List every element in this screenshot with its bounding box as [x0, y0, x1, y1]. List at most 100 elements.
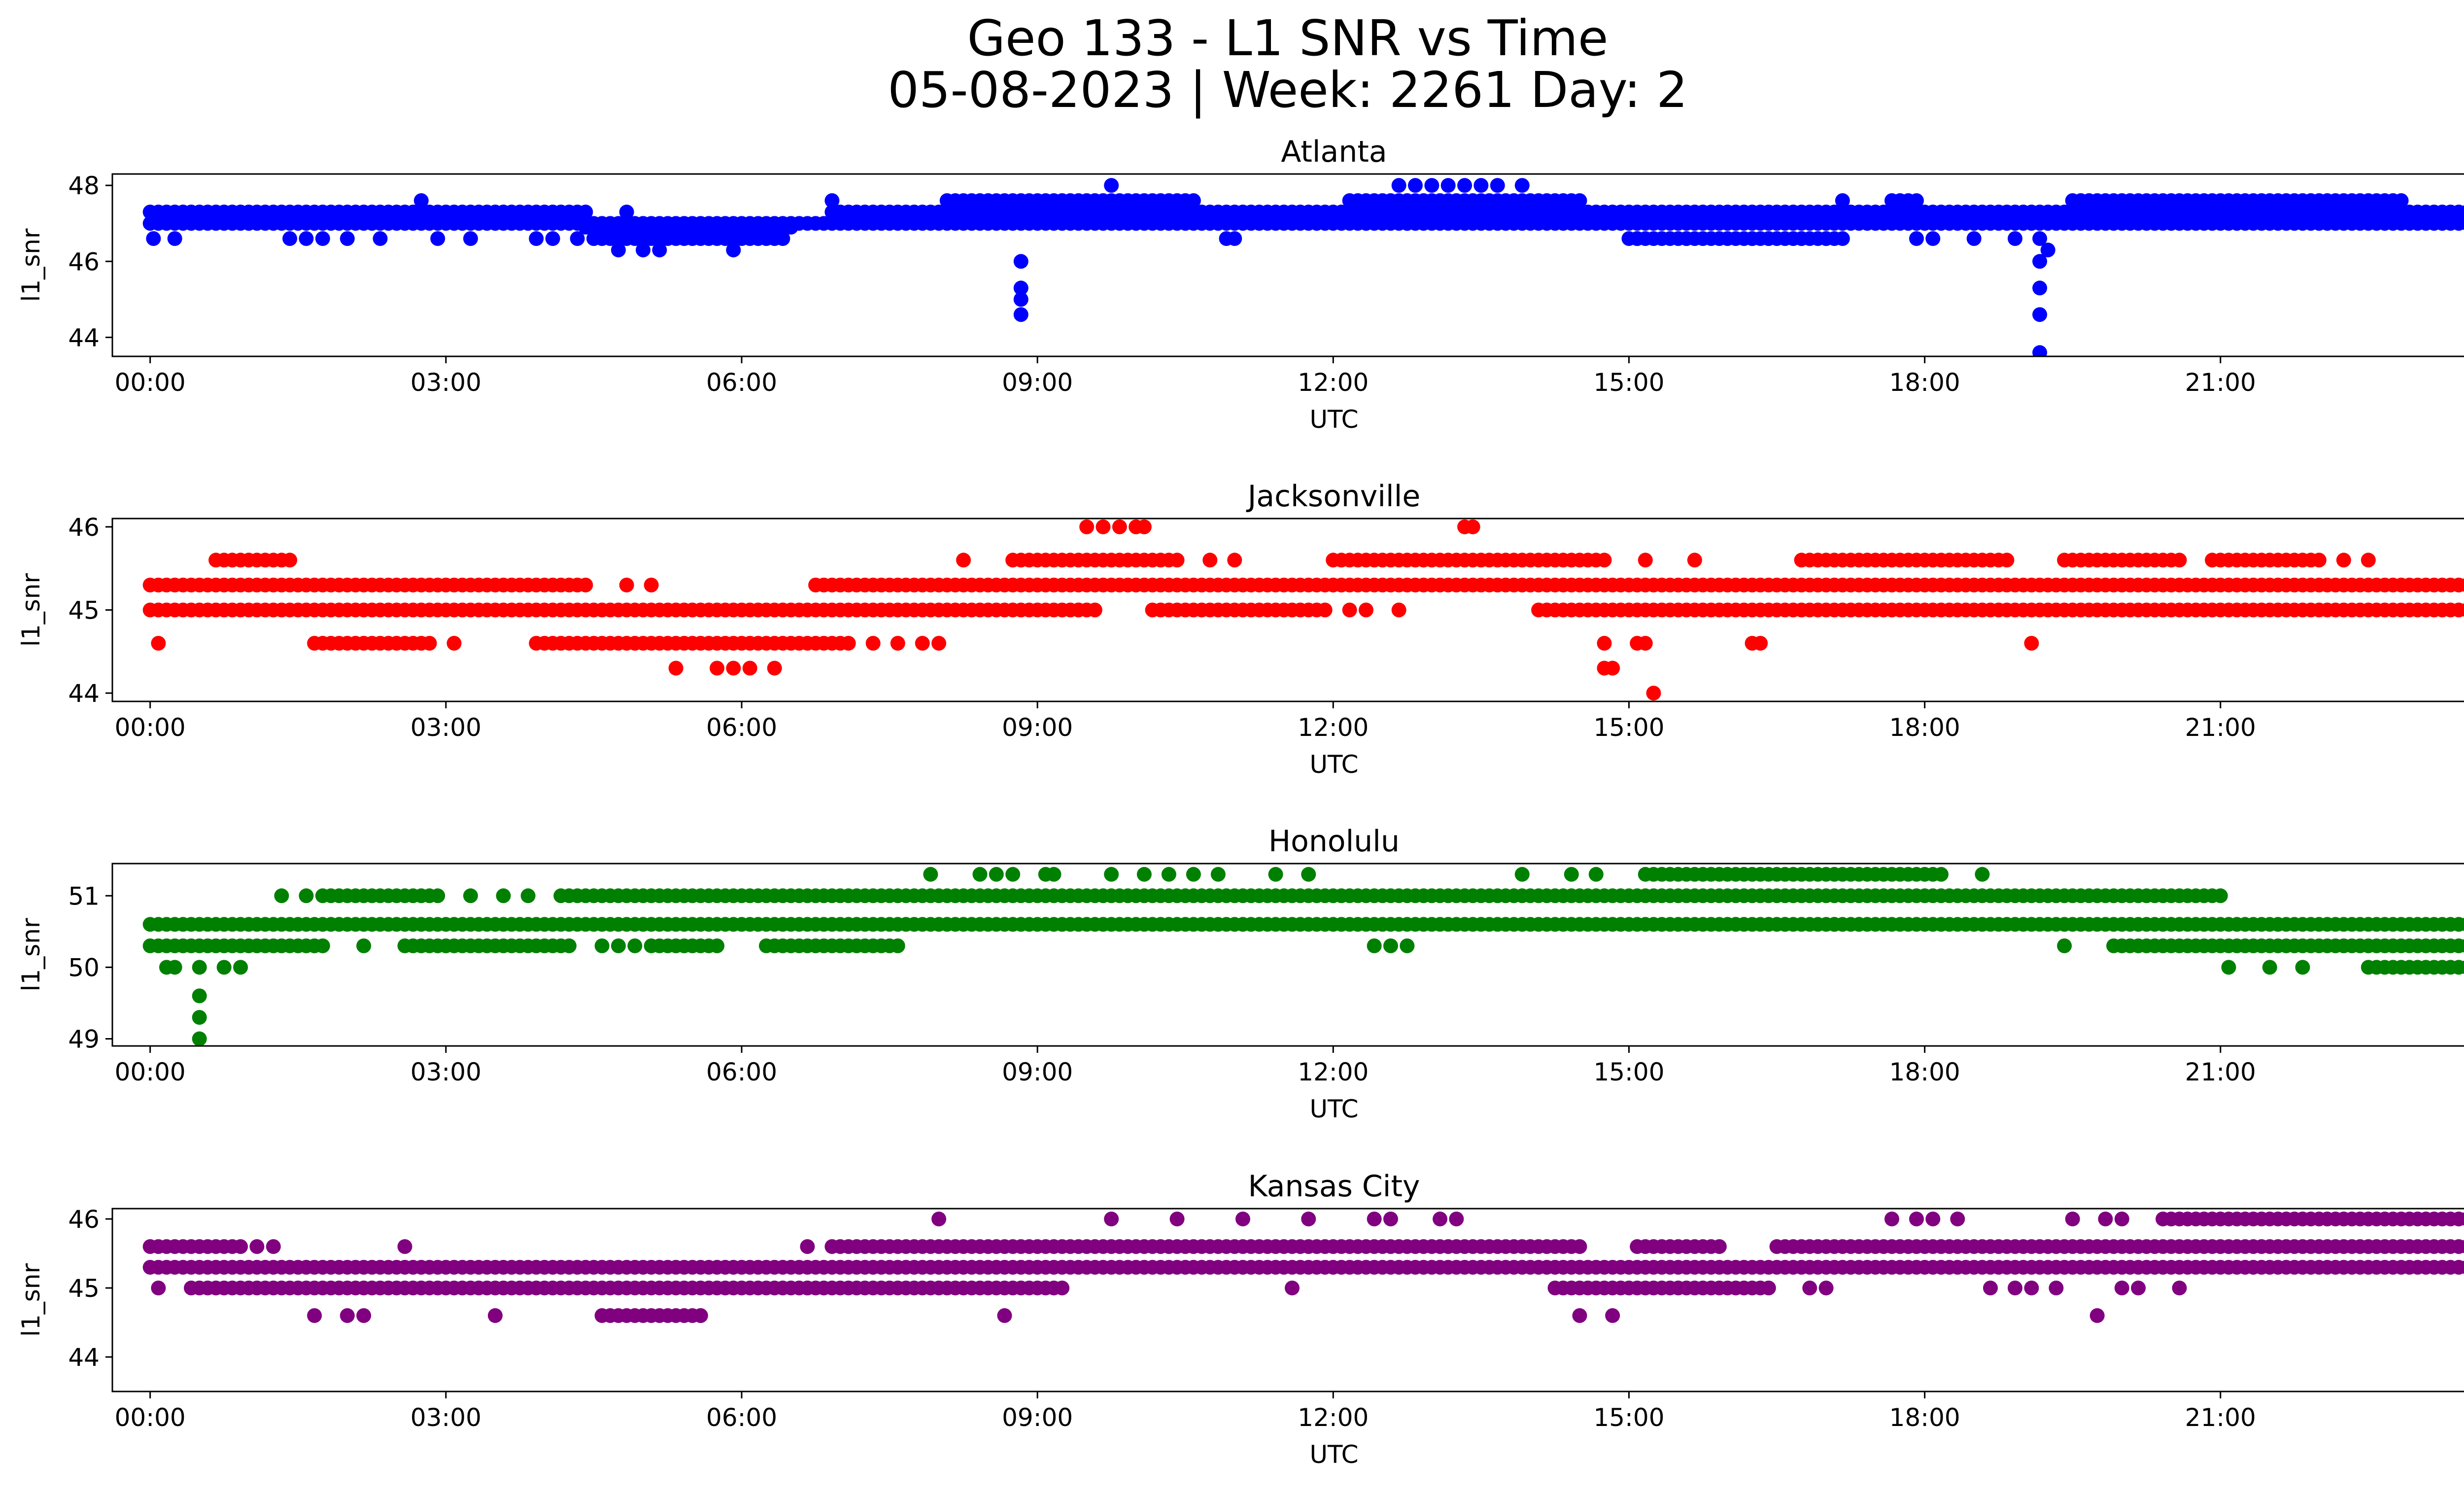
- y-tick-label: 48: [68, 172, 100, 200]
- x-axis-label: UTC: [1309, 1095, 1358, 1123]
- x-tick-label: 06:00: [706, 1403, 777, 1432]
- data-point: [430, 888, 445, 904]
- data-point: [487, 1308, 503, 1323]
- data-point: [1934, 867, 1949, 882]
- data-point: [529, 231, 544, 246]
- data-point: [1013, 280, 1028, 296]
- data-point: [1136, 867, 1152, 882]
- data-point: [1564, 867, 1579, 882]
- data-point: [742, 661, 757, 676]
- data-point: [931, 636, 947, 651]
- data-point: [1514, 867, 1530, 882]
- data-point: [315, 231, 330, 246]
- data-point: [2032, 345, 2048, 356]
- x-tick-label: 18:00: [1889, 368, 1960, 397]
- data-point: [1909, 193, 1924, 208]
- data-point: [545, 231, 560, 246]
- data-point: [824, 1239, 840, 1254]
- x-tick-label: 18:00: [1889, 1403, 1960, 1432]
- data-point: [373, 231, 388, 246]
- data-point: [1761, 231, 1776, 246]
- data-point: [1753, 636, 1768, 651]
- data-point: [1342, 602, 1357, 618]
- data-point: [1005, 867, 1021, 882]
- data-point: [1136, 519, 1152, 534]
- x-tick-label: 06:00: [706, 713, 777, 742]
- data-point: [1383, 938, 1398, 953]
- x-axis-label: UTC: [1309, 750, 1358, 779]
- panel-atlanta: 00:00 03:00 06:00 09:00 12:00 15:00 18:00 21:00…: [17, 135, 2464, 434]
- data-point: [1646, 686, 1661, 701]
- data-point: [824, 193, 840, 208]
- data-point: [216, 960, 232, 975]
- data-point: [2008, 1281, 2022, 1295]
- data-point: [1884, 1212, 1899, 1226]
- data-point: [726, 661, 741, 676]
- y-axis-label: l1_snr: [17, 1263, 45, 1337]
- axes-frame: [111, 1208, 2464, 1392]
- data-point: [356, 1308, 372, 1323]
- data-point: [299, 888, 314, 904]
- data-point: [1630, 231, 1645, 246]
- data-point: [1999, 553, 2015, 568]
- data-point: [2172, 1281, 2187, 1295]
- data-point: [520, 888, 536, 904]
- data-point: [192, 1031, 207, 1046]
- y-tick-label: 46: [68, 247, 100, 276]
- data-point: [578, 205, 593, 220]
- data-point: [1071, 602, 1086, 618]
- y-axis-label: l1_snr: [17, 573, 45, 647]
- data-point: [841, 636, 856, 651]
- data-point: [2172, 553, 2187, 568]
- data-point: [1835, 193, 1850, 208]
- series-kansas-city-points: [142, 1212, 2464, 1323]
- x-tick-label: 06:00: [706, 1058, 777, 1086]
- data-point: [2460, 216, 2464, 230]
- data-point: [1186, 193, 1201, 208]
- data-point: [1909, 1212, 1924, 1226]
- data-point: [1013, 292, 1028, 307]
- data-point: [2057, 938, 2072, 953]
- data-point: [1473, 178, 1489, 193]
- data-point: [1679, 231, 1694, 246]
- data-point: [2394, 193, 2409, 208]
- data-point: [775, 231, 790, 246]
- data-point: [2460, 1240, 2464, 1253]
- x-tick-label: 15:00: [1593, 1403, 1664, 1432]
- data-point: [561, 938, 577, 953]
- data-point: [915, 636, 930, 651]
- data-point: [266, 1239, 281, 1254]
- data-point: [1161, 867, 1176, 882]
- data-point: [1359, 602, 1373, 618]
- data-point: [1104, 867, 1119, 882]
- data-point: [578, 577, 593, 592]
- y-tick-label: 46: [68, 1205, 100, 1234]
- data-point: [570, 231, 585, 246]
- panel-honolulu: 00:00 03:00 06:00 09:00 12:00 15:00 18:00 21:00…: [17, 824, 2464, 1123]
- x-tick-label: 03:00: [411, 368, 481, 397]
- data-point: [2221, 960, 2236, 975]
- data-point: [1079, 519, 1095, 534]
- data-point: [2040, 243, 2055, 258]
- data-point: [1794, 231, 1809, 246]
- data-point: [2024, 636, 2039, 651]
- x-tick-label: 21:00: [2185, 713, 2256, 742]
- y-tick-label: 44: [68, 679, 100, 708]
- data-point: [1433, 1212, 1448, 1226]
- x-tick-label: 00:00: [115, 1403, 186, 1432]
- series-jacksonville-points: [142, 519, 2464, 701]
- data-point: [1210, 867, 1226, 882]
- data-point: [997, 1308, 1012, 1323]
- data-point: [956, 553, 971, 568]
- series-atlanta-points: [142, 178, 2464, 356]
- x-tick-label: 09:00: [1002, 1058, 1073, 1086]
- data-point: [2460, 603, 2464, 617]
- data-point: [1966, 231, 1982, 246]
- data-point: [619, 205, 634, 220]
- data-point: [2024, 1281, 2039, 1295]
- data-point: [340, 231, 355, 246]
- x-tick-label: 03:00: [411, 1058, 481, 1086]
- x-tick-label: 00:00: [115, 1058, 186, 1086]
- data-point: [2032, 231, 2048, 246]
